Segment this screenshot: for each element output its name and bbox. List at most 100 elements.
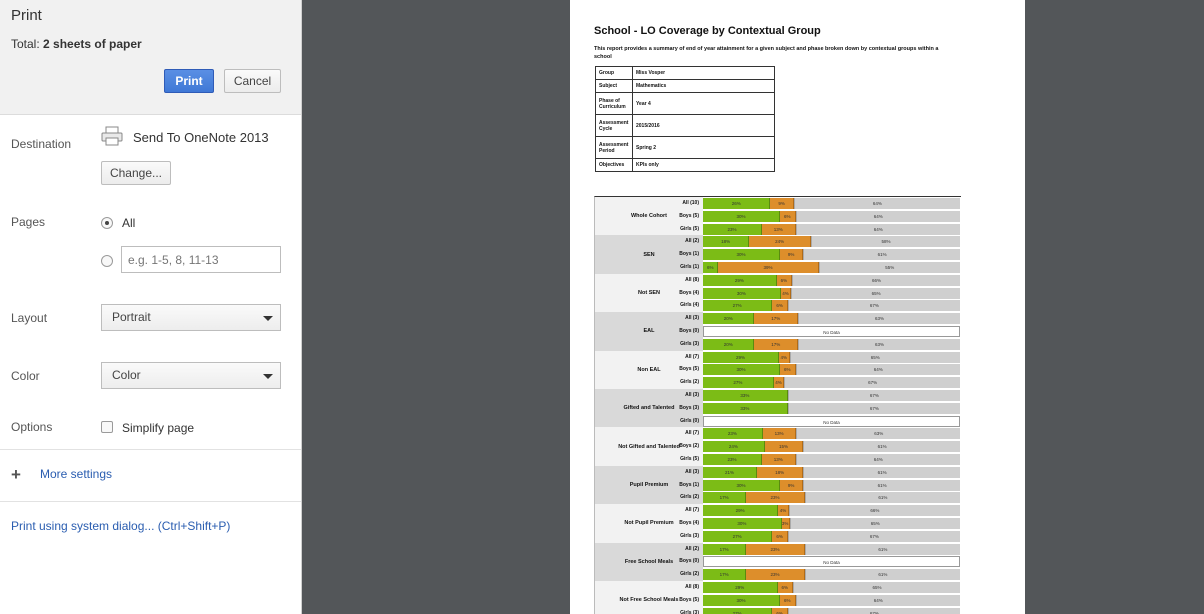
row-label: Girls (5)	[680, 225, 699, 232]
not-attained-segment: 67%	[787, 390, 960, 401]
row-label: Boys (4)	[679, 289, 699, 296]
row-label: All (7)	[685, 507, 699, 514]
destination-name: Send To OneNote 2013	[133, 130, 269, 145]
pages-all-radio[interactable]	[101, 217, 113, 229]
stacked-bar: 23% 13% 64%	[703, 223, 960, 235]
partial-segment: 6%	[780, 594, 796, 606]
color-select[interactable]: Color	[101, 362, 281, 389]
info-key: Assessment Period	[595, 136, 633, 159]
row-label: Girls (3)	[680, 532, 699, 539]
partial-segment: 13%	[762, 454, 796, 465]
pages-label: Pages	[11, 215, 46, 229]
stacked-bar: 29% 4% 66%	[703, 505, 960, 517]
partial-segment: 9%	[770, 198, 794, 209]
row-label: Girls (3)	[680, 609, 699, 614]
layout-select[interactable]: Portrait	[101, 304, 281, 331]
stacked-bar: 29% 6% 66%	[703, 274, 960, 286]
not-attained-segment: 67%	[787, 530, 960, 542]
print-header: Print Total: 2 sheets of paper Print Can…	[0, 0, 301, 115]
row-label: Girls (1)	[680, 264, 699, 270]
partial-segment: 6%	[780, 210, 796, 222]
info-key: Phase of Curriculum	[595, 92, 633, 115]
partial-segment: 6%	[772, 300, 788, 312]
partial-segment: 6%	[772, 530, 788, 542]
attained-segment: 29%	[703, 351, 780, 363]
not-attained-segment: 67%	[787, 607, 960, 614]
partial-segment: 9%	[780, 249, 804, 261]
plus-icon[interactable]: +	[11, 465, 21, 484]
not-attained-segment: 61%	[803, 466, 960, 478]
cancel-button[interactable]: Cancel	[224, 69, 281, 93]
row-label: All (10)	[682, 200, 699, 206]
attained-segment: 27%	[703, 300, 773, 312]
not-attained-segment: 63%	[798, 338, 960, 350]
stacked-bar: 6% 39% 55%	[703, 262, 960, 273]
attained-segment: 26%	[703, 198, 771, 209]
info-value: 2015/2016	[632, 114, 775, 137]
stacked-bar: 21% 18% 61%	[703, 466, 960, 478]
row-label: Boys (4)	[679, 520, 699, 526]
not-attained-segment: 64%	[795, 364, 960, 376]
row-label: All (7)	[685, 353, 699, 360]
not-attained-segment: 65%	[789, 351, 960, 363]
stacked-bar: 27% 4% 67%	[703, 377, 960, 389]
attained-segment: 23%	[703, 454, 763, 465]
attained-segment: 30%	[703, 518, 782, 529]
group-label: Not SEN	[595, 273, 703, 313]
partial-segment: 4%	[779, 351, 790, 363]
attained-segment: 27%	[703, 377, 774, 389]
info-row: Assessment Period Spring 2	[595, 136, 775, 159]
row-label: Boys (0)	[679, 328, 699, 334]
stacked-bar: 23% 13% 63%	[703, 428, 960, 440]
stacked-bar: 23% 13% 64%	[703, 454, 960, 465]
not-attained-segment: 65%	[789, 518, 960, 529]
row-label: Girls (4)	[680, 302, 699, 309]
printer-icon	[101, 126, 123, 146]
row-label: All (3)	[685, 315, 699, 322]
info-row: Group Miss Vosper	[595, 66, 775, 80]
row-label: Boys (5)	[679, 212, 699, 219]
row-label: Girls (2)	[680, 571, 699, 578]
stacked-bar: 24% 15% 61%	[703, 441, 960, 453]
info-key: Group	[595, 66, 633, 80]
group-label: Not Gifted and Talented	[595, 427, 703, 466]
row-label: Boys (1)	[679, 481, 699, 488]
row-label: All (3)	[685, 468, 699, 475]
system-dialog-link[interactable]: Print using system dialog... (Ctrl+Shift…	[11, 519, 231, 533]
print-button[interactable]: Print	[164, 69, 214, 93]
partial-segment: 24%	[749, 236, 811, 248]
color-value: Color	[112, 368, 141, 382]
attained-segment: 27%	[703, 530, 773, 542]
pages-all-label: All	[122, 216, 136, 230]
layout-value: Portrait	[112, 310, 151, 324]
stacked-bar: 33% 67%	[703, 402, 960, 414]
report-info-table: Group Miss Vosper Subject Mathematics Phase …	[595, 66, 775, 172]
attained-segment: 23%	[703, 223, 763, 235]
change-destination-button[interactable]: Change...	[101, 161, 171, 185]
not-attained-segment: 64%	[795, 223, 960, 235]
more-settings-link[interactable]: More settings	[40, 467, 113, 481]
attained-segment: 17%	[703, 543, 747, 555]
info-row: Assessment Cycle 2015/2016	[595, 114, 775, 137]
partial-segment: 17%	[754, 313, 799, 325]
not-attained-segment: 65%	[792, 582, 960, 593]
divider	[0, 449, 301, 450]
simplify-page-label: Simplify page	[122, 421, 195, 435]
print-settings-panel: Print Total: 2 sheets of paper Print Can…	[0, 0, 302, 614]
pages-custom-radio[interactable]	[101, 255, 113, 267]
simplify-page-checkbox[interactable]	[101, 421, 113, 433]
partial-segment: 6%	[776, 274, 793, 286]
group-label: Not Pupil Premium	[595, 504, 703, 543]
stacked-bar: 30% 6% 64%	[703, 594, 960, 606]
info-row: Subject Mathematics	[595, 79, 775, 93]
print-title: Print	[11, 7, 42, 24]
attained-segment: 30%	[703, 479, 781, 491]
partial-segment: 4%	[780, 287, 792, 299]
report-title: School - LO Coverage by Contextual Group	[594, 25, 821, 37]
not-attained-segment: 63%	[796, 428, 960, 440]
pages-range-input[interactable]	[121, 246, 281, 273]
not-attained-segment: 61%	[803, 441, 960, 453]
info-row: Phase of Curriculum Year 4	[595, 92, 775, 115]
partial-segment: 4%	[773, 377, 785, 389]
row-label: All (7)	[685, 430, 699, 437]
